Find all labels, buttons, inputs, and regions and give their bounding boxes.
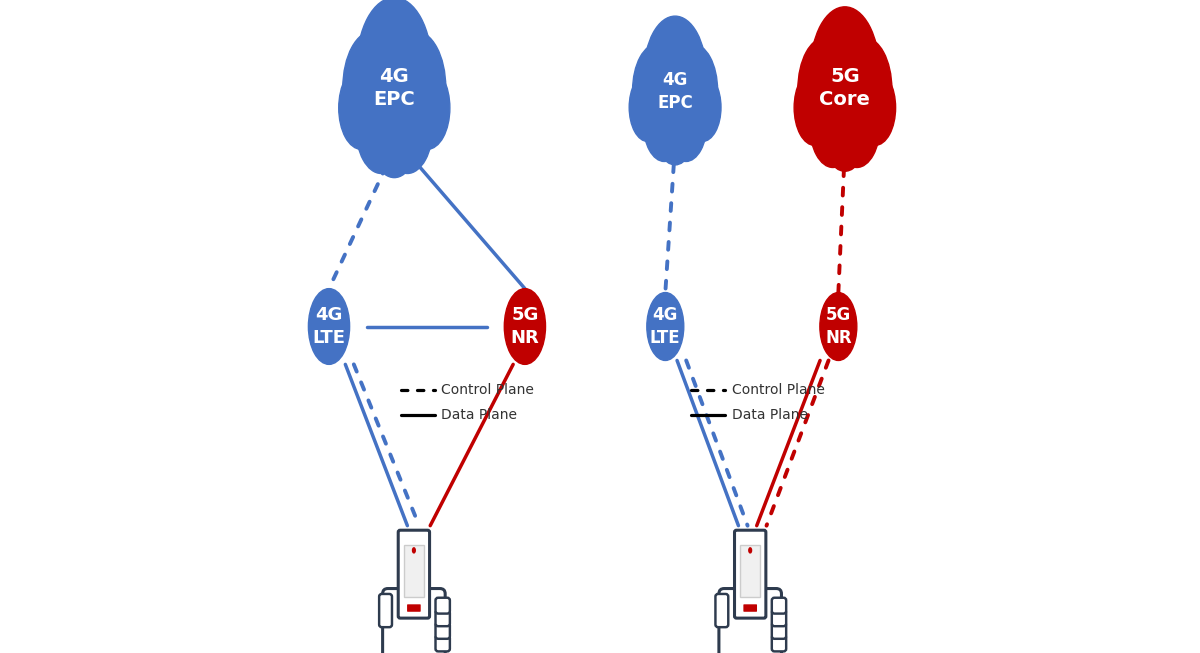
Ellipse shape (654, 88, 696, 165)
Ellipse shape (643, 84, 685, 161)
Text: 5G
NR: 5G NR (826, 306, 852, 347)
FancyBboxPatch shape (740, 545, 760, 597)
Ellipse shape (637, 84, 670, 143)
Ellipse shape (401, 80, 440, 151)
Ellipse shape (368, 84, 420, 178)
Ellipse shape (680, 84, 713, 143)
Ellipse shape (667, 44, 718, 137)
FancyBboxPatch shape (436, 635, 450, 652)
Text: Control Plane: Control Plane (442, 383, 534, 397)
Ellipse shape (810, 7, 880, 133)
Text: Control Plane: Control Plane (732, 383, 824, 397)
Text: Data Plane: Data Plane (442, 407, 517, 422)
Text: 5G
NR: 5G NR (510, 306, 539, 347)
Ellipse shape (854, 70, 895, 146)
Ellipse shape (308, 289, 349, 364)
Text: 4G
LTE: 4G LTE (312, 306, 346, 347)
Ellipse shape (798, 37, 854, 140)
FancyBboxPatch shape (436, 597, 450, 614)
Text: 4G
EPC: 4G EPC (658, 71, 692, 112)
FancyBboxPatch shape (772, 597, 786, 614)
Text: Data Plane: Data Plane (732, 407, 808, 422)
Ellipse shape (348, 80, 388, 151)
Ellipse shape (749, 548, 751, 553)
Ellipse shape (644, 16, 706, 130)
FancyBboxPatch shape (436, 611, 450, 626)
FancyBboxPatch shape (772, 611, 786, 626)
FancyBboxPatch shape (404, 545, 424, 597)
Ellipse shape (835, 37, 892, 140)
FancyBboxPatch shape (398, 530, 430, 618)
Ellipse shape (822, 86, 868, 171)
Ellipse shape (665, 84, 707, 161)
FancyBboxPatch shape (772, 623, 786, 639)
Ellipse shape (343, 31, 404, 144)
FancyBboxPatch shape (719, 588, 781, 653)
Ellipse shape (632, 44, 684, 137)
Ellipse shape (382, 80, 433, 174)
Text: 4G
LTE: 4G LTE (650, 306, 680, 347)
FancyBboxPatch shape (772, 635, 786, 652)
Ellipse shape (404, 67, 450, 150)
FancyBboxPatch shape (734, 530, 766, 618)
Ellipse shape (629, 73, 666, 142)
Ellipse shape (851, 82, 887, 148)
Ellipse shape (647, 293, 684, 360)
FancyBboxPatch shape (436, 623, 450, 639)
Ellipse shape (355, 80, 407, 174)
Ellipse shape (413, 548, 415, 553)
Ellipse shape (684, 73, 721, 142)
FancyBboxPatch shape (407, 604, 421, 612)
Ellipse shape (794, 70, 835, 146)
FancyBboxPatch shape (715, 594, 728, 627)
Ellipse shape (338, 67, 384, 150)
Text: 5G
Core: 5G Core (820, 67, 870, 110)
Ellipse shape (504, 289, 546, 364)
FancyBboxPatch shape (383, 588, 445, 653)
Ellipse shape (803, 82, 839, 148)
Ellipse shape (384, 31, 445, 144)
FancyBboxPatch shape (743, 604, 757, 612)
Ellipse shape (834, 82, 880, 167)
Ellipse shape (356, 0, 432, 136)
Ellipse shape (810, 82, 856, 167)
Text: 4G
EPC: 4G EPC (373, 67, 415, 110)
Ellipse shape (820, 293, 857, 360)
FancyBboxPatch shape (379, 594, 392, 627)
